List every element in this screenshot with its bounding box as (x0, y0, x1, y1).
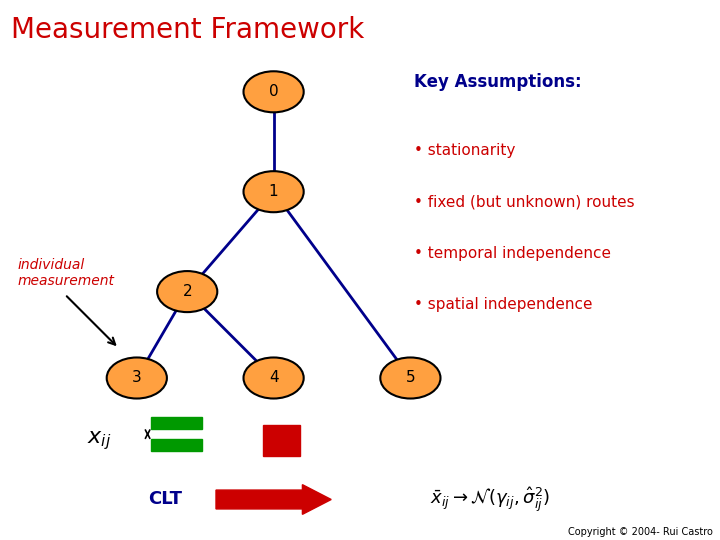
Bar (151, 439, 202, 451)
Text: Key Assumptions:: Key Assumptions: (414, 73, 582, 91)
Text: 4: 4 (269, 370, 279, 386)
Ellipse shape (243, 171, 304, 212)
Text: 3: 3 (132, 370, 142, 386)
Ellipse shape (107, 357, 167, 399)
Text: 2: 2 (182, 284, 192, 299)
Text: $\bar{x}_{ij} \rightarrow \mathcal{N}(\gamma_{ij}, \hat{\sigma}^2_{ij})$: $\bar{x}_{ij} \rightarrow \mathcal{N}(\g… (430, 485, 549, 514)
Text: • temporal independence: • temporal independence (414, 246, 611, 261)
Ellipse shape (243, 357, 304, 399)
Text: individual
measurement: individual measurement (18, 258, 115, 288)
Ellipse shape (380, 357, 441, 399)
Bar (151, 417, 202, 429)
Ellipse shape (157, 271, 217, 312)
Text: 5: 5 (405, 370, 415, 386)
Bar (263, 425, 300, 456)
Text: 1: 1 (269, 184, 279, 199)
Text: • fixed (but unknown) routes: • fixed (but unknown) routes (414, 194, 634, 210)
Text: $x_{ij}$: $x_{ij}$ (87, 429, 112, 451)
FancyArrow shape (216, 485, 331, 514)
Text: CLT: CLT (148, 490, 183, 509)
Text: Copyright © 2004- Rui Castro: Copyright © 2004- Rui Castro (568, 527, 713, 537)
Text: • stationarity: • stationarity (414, 143, 516, 158)
Text: Measurement Framework: Measurement Framework (11, 16, 364, 44)
Text: 0: 0 (269, 84, 279, 99)
Ellipse shape (243, 71, 304, 112)
Text: • spatial independence: • spatial independence (414, 297, 593, 312)
